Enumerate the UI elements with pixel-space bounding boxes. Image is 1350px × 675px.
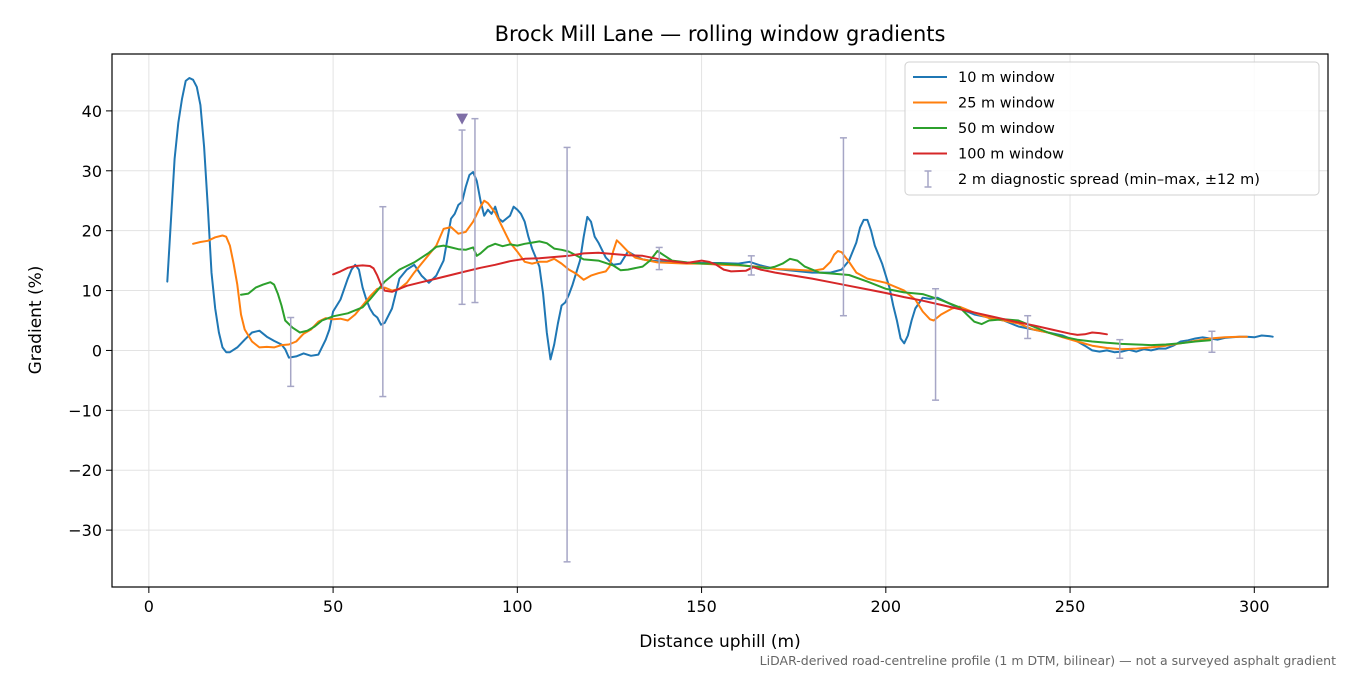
series-line-4	[332, 251, 1108, 336]
legend-swatch	[924, 170, 932, 188]
plot-frame	[111, 53, 1329, 588]
spread-bar	[287, 316, 295, 388]
spread-bar	[379, 205, 387, 398]
legend-box	[904, 61, 1320, 196]
legend-entry: 25 m window	[913, 96, 1055, 112]
legend-label: 25 m window	[958, 96, 1055, 112]
x-tick-label: 0	[144, 597, 154, 616]
y-tick-label: −10	[68, 401, 102, 420]
y-axis-label: Gradient (%)	[26, 266, 46, 375]
legend-label: 100 m window	[958, 147, 1064, 163]
y-tick-label: −30	[68, 521, 102, 540]
x-tick-label: 50	[323, 597, 343, 616]
x-axis-label: Distance uphill (m)	[639, 632, 800, 652]
x-tick-label: 200	[871, 597, 902, 616]
legend-entry: 10 m window	[913, 70, 1055, 86]
legend: 10 m window 25 m window 50 m window 100 m w…	[904, 61, 1320, 196]
y-axis-ticks: −30 −20 −10 0 10 20 30 40	[68, 102, 112, 540]
footnote: LiDAR-derived road-centreline profile (1…	[760, 653, 1336, 668]
y-tick-label: 20	[82, 222, 102, 241]
y-tick-label: 40	[82, 102, 102, 121]
y-tick-label: −20	[68, 461, 102, 480]
spread-bar	[839, 137, 847, 317]
legend-entry: 2 m diagnostic spread (min–max, ±12 m)	[924, 170, 1260, 188]
legend-label: 50 m window	[958, 121, 1055, 137]
x-axis-ticks: 0 50 100 150 200 250 300	[144, 587, 1270, 616]
spread-bar	[563, 146, 571, 563]
x-tick-label: 250	[1055, 597, 1086, 616]
series-line-3	[240, 240, 1212, 347]
chart-title: Brock Mill Lane — rolling window gradien…	[495, 22, 946, 46]
legend-entry: 100 m window	[913, 147, 1064, 163]
x-tick-label: 100	[502, 597, 533, 616]
y-tick-label: 0	[92, 341, 102, 360]
spread-bar	[655, 246, 663, 271]
spread-layer	[287, 117, 1216, 563]
marker-layer	[456, 113, 469, 125]
legend-label: 10 m window	[958, 70, 1055, 86]
legend-entry: 50 m window	[913, 121, 1055, 137]
y-tick-label: 30	[82, 162, 102, 181]
spread-bar	[1208, 330, 1216, 353]
spread-bar	[747, 255, 755, 276]
spread-bar	[1024, 314, 1032, 340]
spread-bar	[1116, 338, 1124, 359]
spread-bar	[471, 117, 479, 304]
spread-bar	[458, 129, 466, 306]
peak-marker	[456, 113, 469, 125]
y-tick-label: 10	[82, 282, 102, 301]
x-tick-label: 150	[686, 597, 717, 616]
x-tick-label: 300	[1239, 597, 1270, 616]
series-layer	[166, 77, 1274, 361]
legend-label: 2 m diagnostic spread (min–max, ±12 m)	[958, 172, 1260, 188]
spread-bar	[932, 288, 940, 401]
